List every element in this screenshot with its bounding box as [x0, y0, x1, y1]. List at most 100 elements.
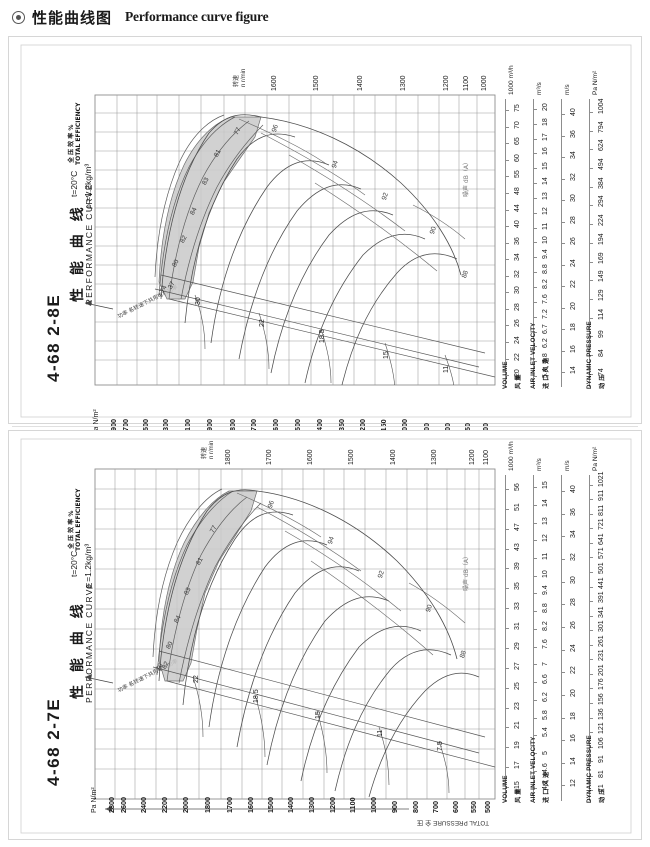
scale-tick: 7.2	[542, 308, 549, 319]
scale-tick-mark	[505, 325, 509, 327]
scale-tick: 149	[598, 270, 605, 283]
scale-tick: 18	[570, 323, 577, 332]
scale-unit: m³/s	[536, 458, 543, 471]
scale-tick: 91	[598, 755, 605, 764]
scale-tick: 6.6	[542, 674, 549, 685]
scale-tick-mark	[561, 581, 565, 583]
scale-tick: 13	[542, 516, 549, 525]
chart-2-bottom-tick: 2200	[160, 797, 169, 813]
scale-unit: 1000 m³/h	[508, 65, 515, 95]
chart-2-plot-area: 转速 n r/min 1800 1700 1600 1500 1400 1300 1200 1…	[9, 431, 641, 839]
scale-name-cn: 动 压	[599, 788, 606, 803]
scale-tick-mark	[533, 301, 537, 303]
scale-name-cn: 进 口 风 速	[543, 357, 550, 389]
chart-2-bottom-tick: 1500	[266, 797, 275, 813]
scale-tick-mark	[533, 168, 537, 170]
scale-tick: 19	[514, 741, 521, 750]
scale-name-cn: 风 量	[515, 788, 522, 803]
scale-tick: 5	[542, 751, 549, 755]
scale-tick-mark	[561, 221, 565, 223]
scale-tick-mark	[505, 341, 509, 343]
scale-tick-mark	[589, 586, 593, 588]
scale-tick-mark	[533, 272, 537, 273]
scale-tick: 294	[598, 195, 605, 208]
scale-tick-mark	[589, 317, 593, 319]
scale-tick-mark	[589, 688, 593, 690]
scale-tick-mark	[589, 149, 593, 151]
scale-tick-mark	[561, 114, 565, 115]
scale-tick-mark	[561, 672, 565, 674]
scale-tick: 16	[570, 344, 577, 353]
chart-2-bottom-tick: 1300	[307, 797, 316, 813]
scale-tick-mark	[561, 491, 565, 492]
scale-tick: 6.2	[542, 692, 549, 702]
chart-2-bottom-tick: 800	[411, 801, 420, 813]
scale-tick-mark	[561, 243, 565, 244]
chart-2-bottom-tick: 2600	[119, 797, 128, 813]
scale-tick-mark	[589, 630, 593, 631]
scale-tick: 56	[514, 483, 521, 491]
chart-2-bottom-tick: 500	[483, 801, 492, 813]
scale-tick-mark	[533, 227, 537, 229]
scale-tick: 8.2	[542, 279, 549, 290]
scale-tick-mark	[589, 111, 593, 113]
scale-tick: 5.8	[542, 709, 549, 720]
scale-tick: 176	[598, 678, 605, 691]
scale-name-cn: 动 压	[599, 374, 606, 389]
scale-tick-mark	[589, 732, 593, 733]
scale-tick-mark	[505, 176, 509, 178]
scale-tick: 17	[514, 761, 521, 770]
scale-tick: 9.4	[542, 585, 549, 596]
scale-tick-mark	[505, 548, 509, 550]
scale-tick: 11	[542, 222, 549, 230]
scale-tick: 65	[514, 137, 521, 146]
scale-tick-mark	[589, 224, 593, 225]
scale-tick: 28	[514, 303, 521, 311]
scale-tick: 24	[570, 643, 577, 652]
chart-2-curves	[20, 438, 632, 834]
scale-tick-mark	[505, 259, 509, 260]
scale-tick: 40	[570, 108, 577, 117]
scale-name-cn: 风 量	[515, 374, 522, 389]
scale-tick-mark	[561, 157, 565, 158]
scale-tick-mark	[533, 242, 537, 244]
scale-tick: 21	[514, 721, 521, 730]
scale-tick-mark	[589, 673, 593, 675]
scale-tick-mark	[561, 350, 565, 352]
scale-tick-mark	[533, 487, 537, 488]
scale-tick-mark	[533, 699, 537, 701]
scale-axis-line	[505, 475, 506, 801]
scale-tick: 26	[570, 621, 577, 629]
scale-tick-mark	[589, 242, 593, 244]
chart-1-power-label: 30	[195, 297, 202, 305]
chart-2-bottom-tick: 1400	[286, 797, 295, 813]
scale-tick: 48	[514, 187, 521, 195]
scale-tick-mark	[589, 186, 593, 188]
scale-tick-mark	[505, 588, 509, 590]
scale-unit: m³/s	[536, 82, 543, 95]
scale-tick-mark	[533, 735, 537, 736]
scale-tick: 301	[598, 620, 605, 633]
scale-tick-mark	[505, 747, 509, 749]
scale-tick-mark	[505, 667, 509, 669]
scale-tick: 28	[570, 598, 577, 607]
scale-tick-mark	[589, 130, 593, 132]
scale-tick: 51	[514, 502, 521, 511]
scale-tick-mark	[561, 513, 565, 515]
scale-tick: 26	[570, 237, 577, 246]
scale-tick-mark	[533, 611, 537, 612]
chart-2-bottom-axis-caption: TOTAL PRESSURE 全 压	[417, 819, 489, 826]
scale-tick-mark	[533, 770, 537, 772]
scale-tick-mark	[505, 126, 509, 128]
scale-tick: 24	[570, 258, 577, 267]
scale-tick: 32	[570, 172, 577, 181]
scale-tick: 70	[514, 120, 521, 129]
scale-tick-mark	[505, 568, 509, 570]
scale-tick: 1004	[598, 98, 605, 114]
scale-tick: 20	[542, 103, 549, 111]
scale-tick: 36	[514, 236, 521, 245]
scale-tick: 35	[514, 582, 521, 591]
performance-chart-panel-2: 转速 n r/min 1800 1700 1600 1500 1400 1300 1200 1…	[8, 430, 642, 840]
scale-tick: 20	[570, 301, 577, 310]
scale-tick-mark	[533, 331, 537, 333]
